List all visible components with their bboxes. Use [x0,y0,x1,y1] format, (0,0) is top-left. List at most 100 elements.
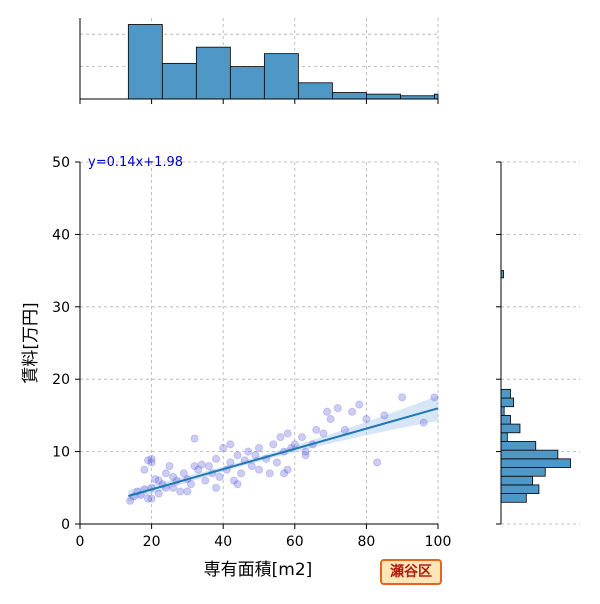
scatter-point [290,440,299,449]
scatter-point [279,469,289,478]
scatter-point [312,425,321,434]
scatter-point [219,443,228,453]
confidence-band [128,395,438,502]
x-tick-label: 100 [425,534,452,550]
right-hist-bar [500,493,527,503]
scatter-point [251,451,260,460]
top-histogram [79,18,439,104]
scatter-point [147,494,156,503]
scatter-point [201,476,210,485]
top-hist-bar [127,24,163,100]
right-hist-bar [500,388,511,399]
scatter-point [179,469,188,478]
right-hist-bar [500,467,546,477]
x-tick-label: 40 [214,534,232,550]
scatter-point [233,480,242,489]
scatter-point [254,465,264,474]
scatter-point [430,393,439,402]
x-tick-label: 20 [143,534,161,550]
scatter-point [211,483,221,492]
x-tick-label: 0 [76,534,85,550]
scatter-point [151,475,160,484]
scatter-point [226,458,235,467]
main-scatter-panel: y=0.14x+1.98 0 20 40 60 80 100 0 10 20 30 40 50 専有面積[… [21,155,451,580]
regression-label: y=0.14x+1.98 [88,155,183,170]
top-hist-bar [195,46,231,100]
scatter-point [147,454,156,463]
scatter-point [297,433,307,442]
scatter-point [154,489,163,498]
scatter-point [276,433,285,442]
scatter-point [237,469,246,478]
x-axis-label: 専有面積[m2] [204,560,313,580]
right-hist-bar [500,414,511,425]
scatter-point [265,469,274,478]
scatter-point [398,393,407,402]
scatter-point [197,460,206,469]
scatter-point [362,414,371,424]
scatter-point [244,447,253,456]
right-hist-bar [500,423,521,434]
scatter-point [190,461,199,471]
scatter-point [161,469,171,478]
scatter-point [226,440,235,449]
right-hist-bar [500,475,534,486]
y-tick-label: 40 [52,227,70,243]
regression-line [128,407,439,497]
top-hist-bar [161,62,197,100]
scatter-point [143,494,153,503]
scatter-point [283,465,292,474]
y-tick-label: 0 [61,517,70,533]
y-tick-label: 50 [52,155,70,171]
y-tick-label: 10 [52,445,70,461]
top-hist-bar [263,53,299,100]
scatter-point [176,487,185,496]
scatter-point [419,418,428,427]
right-hist-bar [500,458,571,468]
scatter-point [301,451,310,460]
scatter-point [355,400,364,409]
scatter-point [373,458,382,467]
scatter-point [215,472,224,482]
ward-badge: 瀬谷区 [380,559,442,585]
right-hist-bar [500,484,540,494]
scatter-point [147,458,156,467]
scatter-point [380,411,389,420]
scatter-point [283,429,292,438]
scatter-point [154,476,163,485]
scatter-point [204,461,213,471]
scatter-point [168,483,178,492]
scatter-point [319,429,328,438]
top-hist-bar [331,92,367,100]
y-tick-label: 20 [52,372,70,388]
scatter-point [333,404,342,413]
x-tick-label: 80 [357,534,375,550]
scatter-point [165,461,174,471]
y-tick-label: 30 [52,300,70,316]
scatter-point [183,487,192,496]
scatter-point [269,440,278,449]
scatter-point [347,407,357,416]
scatter-point [322,407,332,416]
scatter-point [301,447,310,456]
scatter-point [186,480,196,489]
scatter-point [340,425,350,434]
scatter-point [326,414,335,424]
y-axis-label: 賃料[万円] [21,302,41,383]
scatter-point [211,454,221,463]
right-histogram [496,161,580,525]
right-hist-bar [500,441,537,451]
scatter-point [194,465,203,474]
scatter-point [247,461,256,471]
scatter-point [190,434,199,443]
top-hist-bar [365,93,401,100]
scatter-point [272,458,281,467]
x-tick-label: 60 [286,534,304,550]
top-hist-bar [297,82,333,100]
scatter-point [143,456,153,465]
scatter-point [254,443,264,453]
scatter-point [233,451,242,460]
scatter-point [126,496,135,505]
